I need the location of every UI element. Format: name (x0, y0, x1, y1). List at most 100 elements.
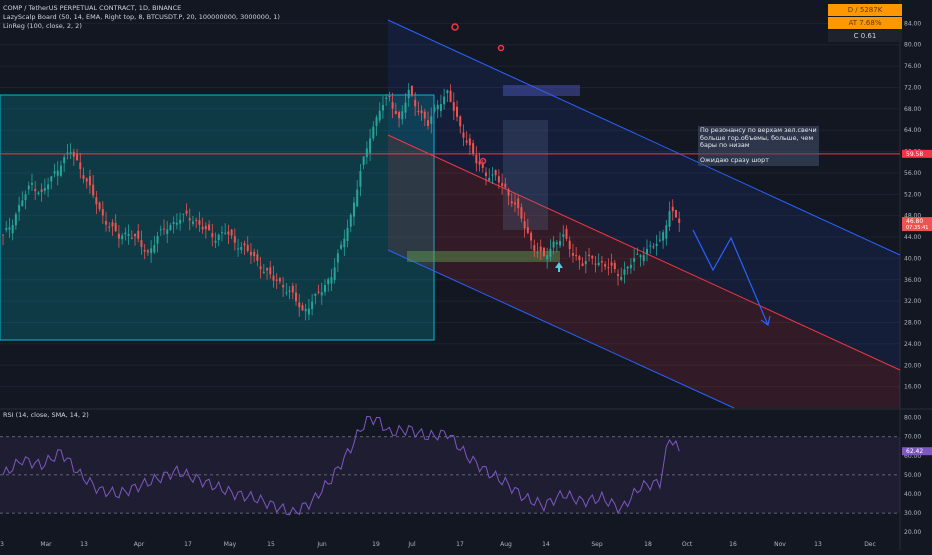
time-tick-label: Oct (682, 541, 693, 548)
indicator-lazyscalp-label: LazyScalp Board (50, 14, EMA, Right top,… (3, 13, 280, 21)
candle-body (639, 255, 642, 258)
price-tick-label: 20.00 (904, 362, 921, 369)
candle-body (636, 253, 639, 255)
candle-body (24, 194, 27, 201)
candle-body (497, 176, 500, 183)
candle-body (575, 255, 578, 257)
candle-body (600, 261, 603, 263)
candle-body (8, 227, 11, 230)
candle-body (47, 184, 50, 190)
candle-body (163, 228, 165, 230)
candle-body (95, 197, 98, 205)
candle-body (256, 254, 259, 261)
candle-body (59, 165, 62, 176)
candle-body (494, 169, 497, 176)
candle-body (327, 279, 330, 285)
candle-body (394, 111, 397, 114)
candle-body (642, 255, 645, 262)
annotation-line-4: Ожидаю сразу шорт (700, 155, 769, 164)
rsi-badge-text: 62.42 (906, 448, 923, 455)
price-tick-label: 84.00 (904, 20, 921, 27)
candle-body (584, 260, 587, 265)
candle-body (646, 248, 648, 255)
channel-lower-line (387, 249, 735, 409)
candle-body (520, 207, 523, 219)
candle-body (69, 152, 72, 154)
candle-body (417, 111, 420, 113)
candle-body (433, 107, 436, 112)
candle-body (346, 227, 349, 242)
candle-body (510, 201, 513, 204)
candle-body (678, 218, 681, 223)
candle-body (198, 220, 201, 225)
candle-body (18, 205, 21, 212)
time-tick-label: May (224, 541, 237, 548)
candle-body (481, 162, 484, 168)
candle-body (262, 271, 265, 274)
price-tick-label: 64.00 (904, 127, 921, 134)
candle-body (391, 102, 394, 109)
text-annotation[interactable]: По резонансу по верхам зел.свечи больше … (698, 126, 819, 166)
candle-body (320, 292, 323, 296)
annotation-line-1: По резонансу по верхам зел.свечи (700, 126, 817, 134)
candle-body (108, 226, 111, 228)
candle-body (562, 234, 565, 237)
candle-body (92, 184, 95, 196)
candle-body (208, 224, 211, 231)
candle-body (156, 236, 159, 244)
candle-body (330, 277, 333, 284)
price-tick-label: 32.00 (904, 298, 921, 305)
candle-body (478, 161, 481, 165)
candle-body (671, 206, 674, 212)
candle-body (11, 224, 14, 234)
candle-body (304, 308, 307, 312)
candle-body (14, 214, 17, 226)
candle-body (130, 237, 133, 239)
resistance-badge (902, 149, 932, 158)
candle-body (269, 267, 272, 275)
time-tick-label: Sep (591, 541, 603, 548)
time-tick-label: 18 (644, 541, 652, 548)
candle-body (542, 247, 545, 257)
candle-body (230, 229, 233, 236)
candle-body (143, 249, 146, 252)
price-tick-label: 52.00 (904, 191, 921, 198)
marker-top (451, 23, 459, 31)
candle-body (266, 268, 269, 271)
candle-body (388, 95, 391, 97)
candle-body (172, 222, 175, 225)
candle-body (578, 256, 581, 261)
rsi-tick-label: 80.00 (904, 415, 921, 422)
candle-body (336, 253, 339, 263)
candle-body (504, 183, 507, 188)
candle-body (449, 90, 452, 102)
candle-body (137, 230, 140, 239)
candle-body (507, 189, 510, 196)
rsi-tick-label: 20.00 (904, 529, 921, 536)
candle-body (423, 111, 426, 119)
candle-body (66, 152, 69, 154)
candle-body (169, 225, 172, 231)
price-tick-label: 80.00 (904, 42, 921, 49)
candle-body (224, 232, 227, 234)
candle-body (214, 240, 217, 243)
candle-body (85, 178, 88, 182)
linreg-lower-fill (388, 135, 900, 408)
candle-body (211, 233, 214, 238)
candle-body (549, 248, 552, 257)
candle-body (668, 211, 671, 227)
candle-body (381, 105, 384, 111)
candle-body (307, 308, 310, 315)
candle-body (98, 202, 101, 210)
candle-body (72, 151, 75, 157)
candle-body (488, 177, 491, 181)
candle-body (530, 232, 533, 241)
last-price-countdown: 07:35:41 (906, 225, 928, 231)
candle-body (485, 172, 487, 176)
candle-body (375, 117, 378, 127)
candle-body (568, 240, 571, 250)
candle-body (124, 232, 127, 235)
candle-body (272, 275, 275, 281)
candle-body (427, 120, 430, 126)
